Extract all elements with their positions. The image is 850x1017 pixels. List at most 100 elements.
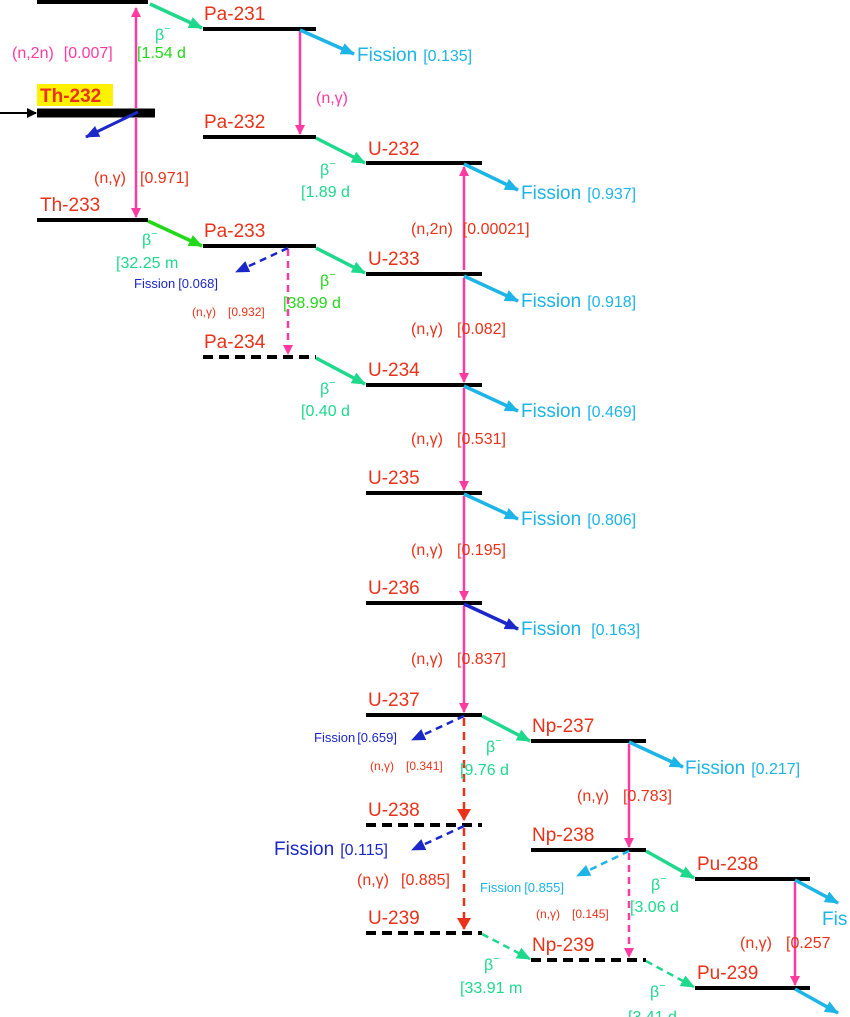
beta-label-np239: β− [3.41 d	[628, 980, 677, 1017]
beta-arrows	[147, 2, 695, 989]
beta-labels: β− [1.54 d β− [1.89 d β− [32.25 m β− [38…	[116, 23, 679, 1017]
beta-label-u237: β− [9.76 d	[460, 735, 509, 779]
beta-label-pa234: β− [0.40 d	[301, 377, 350, 420]
fission-label-np238: Fission [0.855]	[480, 880, 564, 895]
svg-text:β−: β−	[486, 735, 502, 756]
capture-arrows	[131, 7, 800, 986]
capture-label-th232-pa231: (n,2n) [0.007]	[12, 45, 113, 62]
capture-label-u238-u239: (n,γ) [0.885]	[357, 872, 450, 889]
nuclide-label-pa231: Pa-231	[204, 4, 265, 25]
beta-label-th233: β− [32.25 m	[116, 228, 178, 272]
beta-arrow-u239	[481, 932, 531, 961]
fission-label-u232: Fission [0.937]	[521, 183, 636, 204]
fission-arrow-pa231	[299, 28, 355, 56]
nuclide-label-pu238: Pu-238	[697, 854, 758, 875]
beta-arrow-pa233	[315, 246, 366, 275]
svg-text:β−: β−	[484, 953, 500, 974]
fission-label-pu238: Fis	[822, 909, 847, 930]
fission-arrow-np238	[576, 849, 630, 878]
beta-arrow-np239	[645, 959, 695, 989]
nuclide-label-pa233: Pa-233	[204, 221, 265, 242]
beta-arrow-pa234	[315, 356, 366, 386]
fission-arrow-np237	[628, 740, 684, 769]
fission-label-u234: Fission [0.469]	[521, 401, 636, 422]
nuclide-labels: Pa-231 Th-232 Pa-232 U-232 Th-233 Pa-233…	[40, 4, 758, 984]
capture-label-np237-np238: (n,γ) [0.783]	[577, 788, 672, 805]
fission-label-np237: Fission [0.217]	[685, 758, 800, 779]
capture-label-u234-u235: (n,γ) [0.531]	[411, 431, 506, 448]
svg-text:β−: β−	[650, 980, 666, 1001]
fission-arrow-u238	[411, 824, 465, 852]
halflife-np239: [3.41 d	[628, 1009, 677, 1017]
fission-arrow-u235	[463, 492, 519, 521]
halflife-u237: [9.76 d	[460, 762, 509, 779]
capture-label-u235-u236: (n,γ) [0.195]	[411, 542, 506, 559]
nuclide-label-u233: U-233	[368, 249, 420, 270]
nuclide-label-pu239: Pu-239	[697, 963, 758, 984]
halflife-u239: [33.91 m	[460, 980, 522, 997]
nuclide-label-u239: U-239	[368, 908, 420, 929]
fission-label-pa231: Fission [0.135]	[357, 45, 472, 66]
svg-text:β−: β−	[320, 377, 336, 398]
capture-label-u233-u234: (n,γ) [0.082]	[411, 321, 506, 338]
nuclide-label-np238: Np-238	[532, 825, 594, 846]
capture-label-th232-th233: (n,γ) [0.971]	[94, 170, 189, 187]
svg-text:β−: β−	[651, 873, 667, 894]
beta-label-u239: β− [33.91 m	[460, 953, 522, 997]
capture-labels: (n,2n) [0.007] (n,γ) (n,γ) [0.971] (n,2n)[…	[12, 45, 831, 952]
halflife-pa233: [38.99 d	[283, 295, 341, 312]
fission-arrow-u232	[463, 162, 519, 192]
capture-label-u237-u238: (n,γ) [0.341]	[370, 759, 443, 773]
nuclide-label-u234: U-234	[368, 360, 420, 381]
nuclide-label-np239: Np-239	[532, 935, 594, 956]
svg-text:β−: β−	[320, 158, 336, 179]
beta-label-pa232: β− [1.89 d	[301, 158, 350, 201]
fission-label-u236: Fission [0.163]	[521, 619, 640, 640]
capture-label-pa231-pa232: (n,γ)	[316, 90, 348, 107]
capture-label-u236-u237: (n,γ) [0.837]	[411, 651, 506, 668]
capture-label-u233-u232: (n,2n) [0.00021]	[411, 221, 530, 238]
fission-arrow-u233	[463, 274, 519, 303]
capture-label-pu238-pu239: (n,γ) [0.257	[740, 935, 831, 952]
nuclide-label-u237: U-237	[368, 690, 420, 711]
fission-arrows	[85, 28, 839, 1015]
beta-label-pa233: β− [38.99 d	[283, 269, 341, 312]
nuclide-label-u238: U-238	[368, 800, 420, 821]
fission-arrow-th232	[85, 110, 139, 139]
fission-arrow-u237	[411, 714, 465, 742]
beta-arrow-th233	[147, 219, 203, 248]
capture-label-np238-np239: (n,γ) [0.145]	[536, 907, 609, 921]
nuclide-label-np237: Np-237	[532, 716, 594, 737]
beta-label-pa231: β− [1.54 d	[137, 23, 186, 62]
beta-arrow-np238	[645, 849, 695, 880]
nuclide-label-th233: Th-233	[40, 195, 100, 216]
halflife-np238: [3.06 d	[630, 899, 679, 916]
halflife-pa231: [1.54 d	[137, 45, 186, 62]
fission-arrow-pu238	[794, 878, 839, 905]
fission-arrow-u236	[463, 602, 519, 631]
fission-arrow-pu239	[794, 987, 839, 1015]
svg-text:β−: β−	[142, 228, 158, 249]
nuclide-label-pa232: Pa-232	[204, 112, 265, 133]
nuclide-label-pa234: Pa-234	[204, 332, 266, 353]
fission-label-u237: Fission [0.659]	[314, 730, 397, 745]
halflife-th233: [32.25 m	[116, 255, 178, 272]
fission-arrow-pa233	[235, 246, 289, 274]
level-bars	[37, 0, 810, 990]
fission-label-u233: Fission [0.918]	[521, 291, 636, 312]
capture-label-pa233-pa234: (n,γ) [0.932]	[192, 305, 265, 319]
th232-highlight	[37, 84, 113, 106]
fission-label-pa233: Fission [0.068]	[134, 276, 218, 291]
halflife-pa234: [0.40 d	[301, 403, 350, 420]
svg-text:β−: β−	[320, 269, 336, 290]
nuclide-label-u232: U-232	[368, 139, 420, 160]
fission-arrow-u234	[463, 384, 519, 413]
nuclide-label-th232: Th-232	[40, 86, 101, 107]
fission-labels: Fission [0.135] Fission [0.937] Fission [0.…	[134, 45, 847, 930]
beta-label-np238: β− [3.06 d	[630, 873, 679, 916]
beta-arrow-th231	[149, 2, 203, 30]
halflife-pa232: [1.89 d	[301, 184, 350, 201]
fission-label-u238: Fission [0.115]	[274, 839, 388, 860]
fission-label-u235: Fission [0.806]	[521, 509, 636, 530]
